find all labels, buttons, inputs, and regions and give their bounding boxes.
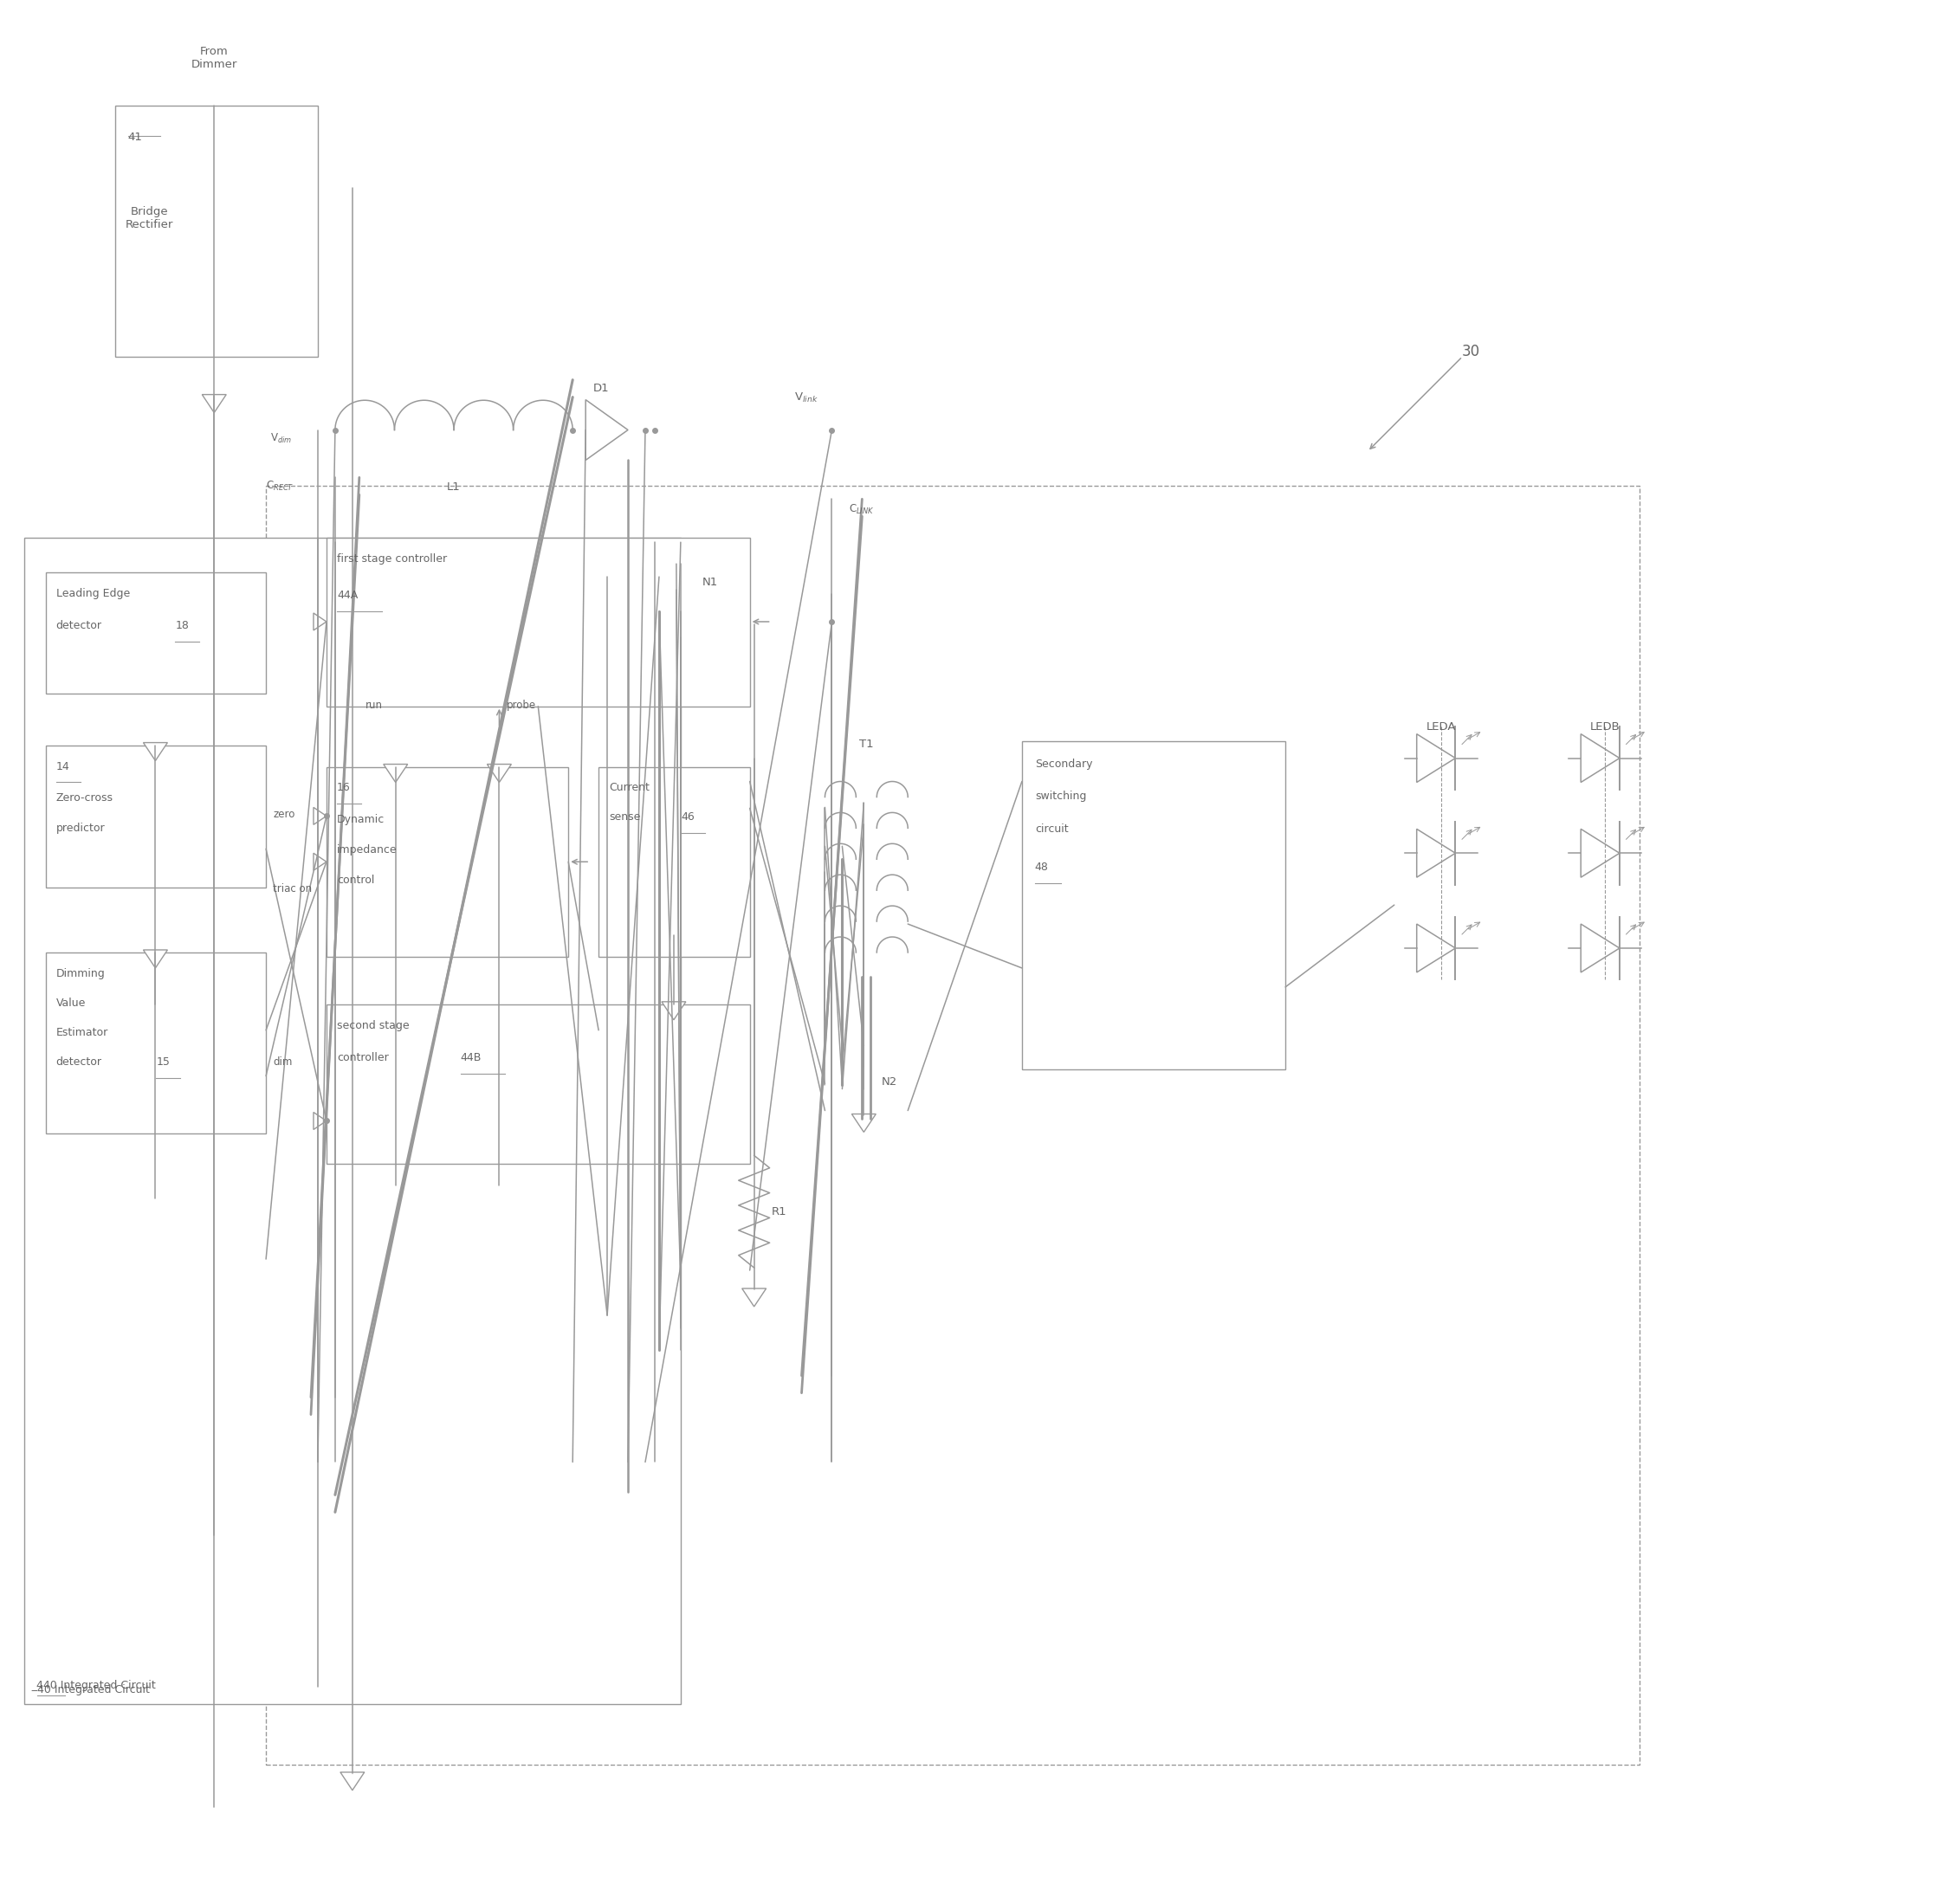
- Polygon shape: [314, 808, 327, 825]
- Bar: [45, 952, 267, 1133]
- Polygon shape: [1417, 829, 1456, 878]
- Text: Leading Edge: Leading Edge: [57, 588, 129, 600]
- Text: detector: detector: [57, 1056, 102, 1067]
- Text: 41: 41: [127, 132, 143, 144]
- Polygon shape: [202, 395, 225, 412]
- Polygon shape: [1417, 923, 1456, 972]
- Polygon shape: [668, 634, 692, 653]
- Text: first stage controller: first stage controller: [337, 554, 447, 564]
- Bar: [24, 537, 680, 1705]
- Bar: [45, 573, 267, 692]
- Text: 16: 16: [337, 781, 351, 793]
- Text: Value: Value: [57, 997, 86, 1008]
- Text: control: control: [337, 874, 374, 885]
- Polygon shape: [853, 1114, 876, 1131]
- Text: 40 Integrated Circuit: 40 Integrated Circuit: [37, 1684, 149, 1695]
- Text: C$_{LINK}$: C$_{LINK}$: [849, 503, 874, 517]
- Polygon shape: [1582, 734, 1619, 781]
- Text: zero: zero: [272, 810, 294, 821]
- Polygon shape: [819, 592, 845, 609]
- Text: N1: N1: [702, 577, 717, 588]
- Text: 46: 46: [680, 812, 694, 823]
- Text: second stage: second stage: [337, 1020, 410, 1031]
- Text: V$_{dim}$: V$_{dim}$: [270, 431, 292, 445]
- Text: Secondary: Secondary: [1035, 759, 1092, 770]
- Text: D1: D1: [592, 382, 610, 394]
- Bar: [327, 766, 568, 957]
- Text: 14: 14: [57, 761, 71, 772]
- Polygon shape: [143, 742, 167, 761]
- Polygon shape: [384, 764, 408, 781]
- Polygon shape: [586, 399, 627, 460]
- Text: Dynamic: Dynamic: [337, 814, 384, 825]
- Bar: [598, 766, 751, 957]
- Text: LEDA: LEDA: [1427, 721, 1456, 732]
- Text: controller: controller: [337, 1052, 388, 1063]
- Text: Bridge
Rectifier: Bridge Rectifier: [125, 206, 172, 231]
- Text: V$_{link}$: V$_{link}$: [794, 392, 817, 405]
- Text: 48: 48: [1035, 861, 1049, 872]
- Text: predictor: predictor: [57, 823, 106, 834]
- Text: T1: T1: [858, 738, 874, 749]
- Bar: [327, 537, 751, 706]
- Text: N2: N2: [882, 1077, 898, 1088]
- Text: detector: detector: [57, 621, 102, 632]
- Polygon shape: [341, 1773, 365, 1790]
- Polygon shape: [314, 613, 327, 630]
- Text: switching: switching: [1035, 791, 1086, 802]
- Polygon shape: [1582, 923, 1619, 972]
- Text: circuit: circuit: [1035, 823, 1068, 834]
- Text: triac on: triac on: [272, 884, 312, 895]
- Polygon shape: [488, 764, 512, 781]
- Polygon shape: [314, 1112, 327, 1130]
- Text: L1: L1: [447, 482, 461, 494]
- Polygon shape: [743, 1288, 766, 1307]
- Bar: [1021, 742, 1286, 1069]
- Polygon shape: [323, 539, 347, 558]
- Text: sense: sense: [610, 812, 641, 823]
- Text: impedance: impedance: [337, 844, 398, 855]
- Polygon shape: [143, 950, 167, 969]
- Text: 44B: 44B: [461, 1052, 482, 1063]
- Text: Zero-cross: Zero-cross: [57, 793, 114, 804]
- Bar: [45, 745, 267, 887]
- Polygon shape: [314, 853, 327, 870]
- Text: 30: 30: [1462, 344, 1480, 359]
- Bar: [327, 1005, 751, 1164]
- Polygon shape: [1582, 829, 1619, 878]
- Bar: [267, 486, 1641, 1765]
- Text: LEDB: LEDB: [1590, 721, 1621, 732]
- Text: run: run: [365, 700, 382, 711]
- Text: 18: 18: [174, 621, 188, 632]
- Text: 15: 15: [157, 1056, 171, 1067]
- Text: probe: probe: [506, 700, 535, 711]
- Text: From
Dimmer: From Dimmer: [190, 45, 237, 70]
- Text: Dimming: Dimming: [57, 969, 106, 980]
- Polygon shape: [1417, 734, 1456, 781]
- Text: Current: Current: [610, 781, 649, 793]
- Bar: [116, 106, 318, 356]
- Text: dim: dim: [272, 1056, 292, 1067]
- Text: ̲440 Integrated Circuit: ̲440 Integrated Circuit: [37, 1680, 157, 1691]
- Text: Estimator: Estimator: [57, 1027, 108, 1039]
- Polygon shape: [662, 1001, 686, 1020]
- Text: 44A: 44A: [337, 590, 359, 602]
- Text: C$_{RECT}$: C$_{RECT}$: [267, 479, 294, 492]
- Text: R1: R1: [772, 1205, 786, 1217]
